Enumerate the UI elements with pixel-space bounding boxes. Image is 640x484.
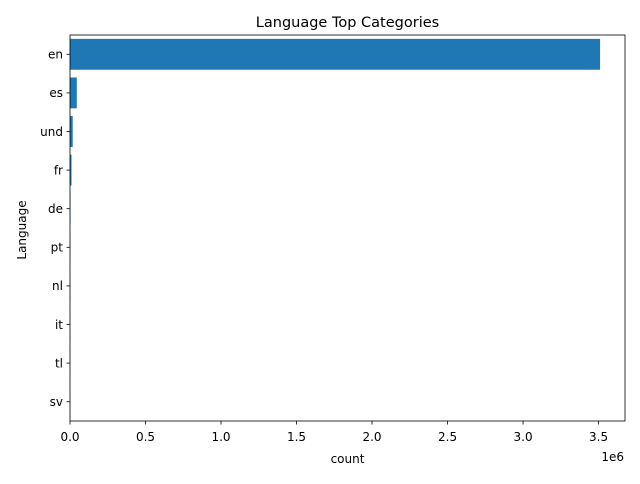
y-tick-label: en xyxy=(48,48,63,62)
y-ticks-group: en es und fr de pt nl it tl sv xyxy=(40,48,70,409)
x-axis-label: count xyxy=(331,452,365,466)
y-axis-label: Language xyxy=(15,200,29,259)
x-tick-label: 0.5 xyxy=(136,430,155,444)
y-tick-label: it xyxy=(55,318,63,332)
x-tick-label: 0.0 xyxy=(60,430,79,444)
x-tick-label: 3.0 xyxy=(514,430,533,444)
bar-und xyxy=(70,116,73,147)
y-tick-label: fr xyxy=(54,163,63,177)
y-tick-label: nl xyxy=(52,279,63,293)
x-axis-offset-label: 1e6 xyxy=(601,450,624,464)
y-tick-label: und xyxy=(40,125,63,139)
x-tick-label: 3.5 xyxy=(589,430,608,444)
x-ticks-group: 0.0 0.5 1.0 1.5 2.0 2.5 3.0 3.5 xyxy=(60,421,608,444)
y-tick-label: de xyxy=(48,202,63,216)
bars-group xyxy=(70,39,600,417)
bar-en xyxy=(70,39,600,70)
axes-frame xyxy=(70,35,625,421)
x-tick-label: 2.5 xyxy=(438,430,457,444)
chart-title: Language Top Categories xyxy=(256,15,439,31)
bar-es xyxy=(70,77,77,108)
y-tick-label: pt xyxy=(51,241,64,255)
x-tick-label: 1.5 xyxy=(287,430,306,444)
y-tick-label: es xyxy=(49,86,63,100)
y-tick-label: tl xyxy=(55,356,63,370)
x-tick-label: 2.0 xyxy=(362,430,381,444)
y-tick-label: sv xyxy=(50,395,63,409)
axes-border xyxy=(70,35,625,421)
x-tick-label: 1.0 xyxy=(211,430,230,444)
